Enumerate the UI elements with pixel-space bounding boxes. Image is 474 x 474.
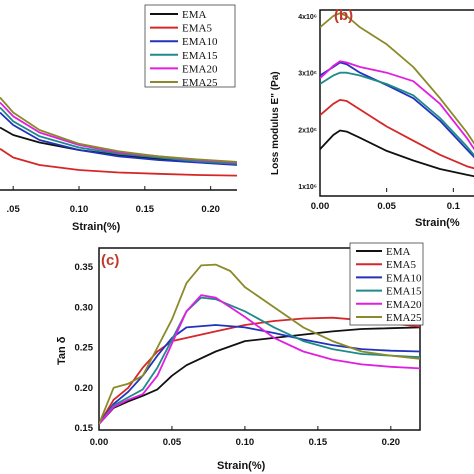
panel-b-x-ticks: 0.00 0.05 0.1 — [311, 188, 461, 212]
panel-c-y-tick-label: 0.25 — [75, 343, 94, 354]
panel-b-x-tick-label: 0.05 — [377, 201, 396, 212]
panel-a-x-tick-label: 0.15 — [136, 204, 155, 215]
panel-b-x-tick-label: 0.00 — [311, 201, 330, 212]
panel-c: 0.15 0.20 0.25 0.30 0.35 0.00 0.05 0.10 0.15 0.2… — [56, 242, 424, 472]
panel-b-series-ema20 — [320, 60, 474, 151]
panel-b-x-tick-label: 0.1 — [447, 201, 461, 212]
panel-c-label: (c) — [101, 252, 119, 269]
panel-c-legend-label-ema: EMA — [386, 246, 411, 258]
panel-a-xlabel: Strain(%) — [72, 221, 121, 233]
panel-a-legend-label-ema: EMA — [182, 9, 207, 21]
panel-a-x-tick-label: 0.10 — [70, 204, 89, 215]
panel-a-series-ema5 — [0, 148, 237, 177]
panel-c-legend-label-ema25: EMA25 — [386, 312, 422, 324]
panel-b-frame — [319, 9, 474, 197]
panel-b-ylabel: Loss modulus E" (Pa) — [270, 71, 281, 175]
panel-a-series-ema15 — [0, 106, 237, 165]
panel-c-xlabel: Strain(%) — [217, 460, 266, 472]
panel-c-legend-box — [349, 242, 424, 326]
panel-b-y-tick-label: 4x10⁶ — [298, 14, 317, 21]
panel-c-x-tick-label: 0.05 — [163, 437, 182, 448]
panel-a-x-tick-label: 0.20 — [201, 204, 220, 215]
panel-c-series-ema15 — [99, 296, 420, 425]
panel-a-x-tick-label: .05 — [7, 204, 21, 215]
panel-c-x-tick-label: 0.00 — [90, 437, 109, 448]
panel-a-legend-box — [144, 4, 236, 88]
panel-b: 1x10⁶ 2x10⁶ 3x10⁶ 4x10⁶ 0.00 0.05 0.1 (b) Str… — [270, 7, 474, 229]
panel-c-y-tick-label: 0.30 — [75, 302, 94, 313]
panel-c-x-tick-label: 0.20 — [382, 437, 401, 448]
panel-b-label: (b) — [334, 7, 353, 24]
panel-c-y-tick-label: 0.20 — [75, 383, 94, 394]
panel-a-legend-label-ema25: EMA25 — [182, 77, 218, 89]
panel-b-series-ema5 — [320, 99, 474, 170]
panel-c-x-tick-label: 0.10 — [236, 437, 255, 448]
panel-c-series-ema20 — [99, 294, 420, 425]
panel-a-legend-label-ema15: EMA15 — [182, 50, 218, 62]
panel-a-x-ticks: .05 0.10 0.15 0.20 — [7, 186, 220, 215]
panel-c-series-ema25 — [99, 263, 420, 425]
panel-a-legend-label-ema5: EMA5 — [182, 23, 212, 35]
panel-c-legend-label-ema5: EMA5 — [386, 259, 416, 271]
panel-b-xlabel: Strain(% — [415, 217, 460, 229]
panel-c-legend-label-ema10: EMA10 — [386, 272, 422, 284]
panel-c-legend-label-ema20: EMA20 — [386, 299, 422, 311]
panel-a-series — [0, 96, 237, 177]
panel-c-ylabel: Tan δ — [56, 336, 68, 365]
panel-b-series-ema25 — [320, 12, 474, 145]
panel-c-x-tick-label: 0.15 — [309, 437, 328, 448]
panel-a-series-ema — [0, 126, 237, 165]
panel-c-x-ticks: 0.00 0.05 0.10 0.15 0.20 — [90, 426, 400, 448]
panel-b-y-tick-label: 1x10⁶ — [298, 184, 317, 191]
panel-c-frame — [98, 247, 421, 431]
panel-a-series-ema10 — [0, 111, 237, 166]
panel-b-series — [320, 12, 474, 178]
panel-c-y-tick-label: 0.15 — [75, 423, 94, 434]
panel-a: .05 0.10 0.15 0.20 Strain(%) EMAEMA5EMA10EM… — [0, 4, 237, 233]
panel-b-series-ema15 — [320, 71, 474, 157]
panel-c-y-ticks: 0.15 0.20 0.25 0.30 0.35 — [75, 262, 94, 434]
panel-c-legend-label-ema15: EMA15 — [386, 286, 422, 298]
panel-b-y-ticks: 1x10⁶ 2x10⁶ 3x10⁶ 4x10⁶ — [298, 14, 317, 191]
panel-b-y-tick-label: 3x10⁶ — [298, 71, 317, 78]
panel-b-series-ema — [320, 129, 474, 178]
panel-a-legend-label-ema10: EMA10 — [182, 36, 218, 48]
panel-c-series-ema — [99, 326, 420, 425]
panel-a-legend-label-ema20: EMA20 — [182, 63, 218, 75]
panel-a-series-ema25 — [0, 96, 237, 163]
panel-c-y-tick-label: 0.35 — [75, 262, 94, 273]
panel-b-y-tick-label: 2x10⁶ — [298, 127, 317, 134]
